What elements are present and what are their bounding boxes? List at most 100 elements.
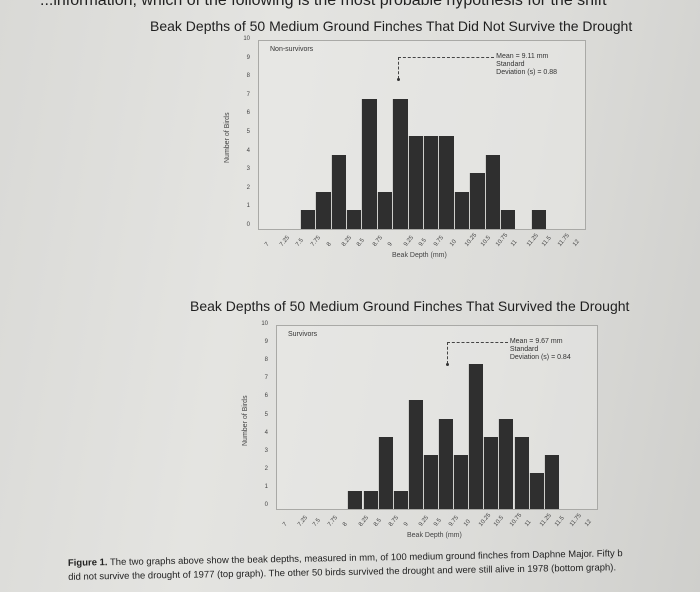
x-tick-label: 7.25 xyxy=(279,235,292,248)
histogram-bar xyxy=(453,454,469,509)
y-tick-label: 4 xyxy=(264,429,268,436)
y-tick-label: 1 xyxy=(246,203,250,210)
histogram-bar xyxy=(543,454,559,509)
histogram-bar xyxy=(407,136,423,229)
histogram-bar xyxy=(528,472,544,509)
y-tick-label: 3 xyxy=(246,166,250,173)
x-tick-label: 10 xyxy=(463,518,473,528)
histogram-bar xyxy=(438,418,454,509)
x-tick-label: 7.5 xyxy=(294,237,305,248)
x-tick-label: 8.25 xyxy=(341,235,354,248)
y-tick-label: 2 xyxy=(246,184,250,191)
histogram-bar xyxy=(376,191,393,229)
stats-line: Standard xyxy=(509,346,539,353)
x-tick-label: 7.75 xyxy=(310,235,323,248)
y-tick-label: 0 xyxy=(264,502,268,508)
question-text: ...information, which of the following i… xyxy=(40,0,607,9)
histogram-bar xyxy=(423,136,439,229)
x-axis-label: Beak Depth (mm) xyxy=(407,532,462,539)
x-tick-label: 9.5 xyxy=(433,517,443,528)
x-tick-label: 9.25 xyxy=(417,515,430,528)
y-tick-label: 6 xyxy=(264,393,268,400)
x-tick-label: 11.25 xyxy=(525,232,540,248)
x-tick-label: 11 xyxy=(523,519,533,528)
x-tick-label: 10.25 xyxy=(478,512,493,528)
y-tick-label: 3 xyxy=(264,447,268,454)
histogram-bar xyxy=(468,364,484,509)
y-tick-label: 1 xyxy=(264,483,268,490)
caption-label: Figure 1. xyxy=(67,557,108,569)
histogram-bar xyxy=(500,210,516,229)
x-tick-label: 7.75 xyxy=(327,515,340,528)
histogram-bar xyxy=(438,136,454,229)
x-tick-label: 8.25 xyxy=(357,515,370,528)
y-tick-label: 2 xyxy=(264,465,268,472)
histogram-bar xyxy=(453,191,470,229)
histogram-bar xyxy=(346,210,362,229)
histogram-bar xyxy=(299,210,316,229)
y-tick-label: 10 xyxy=(243,36,250,42)
histogram-bar xyxy=(530,210,547,229)
plot-area xyxy=(276,325,598,510)
x-tick-label: 9.5 xyxy=(418,237,428,248)
chart-title-non-survivors: Beak Depths of 50 Medium Ground Finches … xyxy=(150,18,633,34)
histogram-bar xyxy=(392,98,408,229)
y-tick-label: 8 xyxy=(264,357,268,364)
y-tick-label: 9 xyxy=(264,339,268,346)
x-tick-label: 10 xyxy=(448,238,458,248)
x-tick-label: 11 xyxy=(510,239,519,248)
x-tick-label: 8.5 xyxy=(356,237,367,248)
x-tick-label: 8 xyxy=(342,521,350,528)
histogram-bar xyxy=(407,400,423,509)
x-tick-label: 7.5 xyxy=(312,517,323,528)
x-tick-label: 10.75 xyxy=(508,512,523,528)
y-tick-label: 6 xyxy=(246,110,250,117)
mean-indicator-line xyxy=(397,57,399,79)
histogram-survivors: 0 1 2 3 4 5 6 7 8 9 10 Number of Birds 7 7.25 7.5 7.75 8… xyxy=(242,321,598,539)
y-tick-label: 5 xyxy=(264,411,268,418)
x-tick-label: 7 xyxy=(282,521,289,528)
histogram-bar xyxy=(392,490,408,509)
x-tick-label: 10.25 xyxy=(464,232,479,248)
y-tick-label: 5 xyxy=(246,129,250,135)
histogram-bar xyxy=(513,436,529,509)
histogram-bar xyxy=(422,454,438,509)
histogram-non-survivors: 0 1 2 3 4 5 6 7 8 9 10 Number of Birds 7 7.25 7.5 7.75 8… xyxy=(224,36,586,259)
mean-indicator-line xyxy=(397,57,495,58)
histogram-bar xyxy=(330,154,346,229)
histogram-bar xyxy=(362,490,378,509)
stats-line: Mean = 9.67 mm xyxy=(509,338,563,345)
histogram-bar xyxy=(377,436,393,509)
x-tick-label: 11.75 xyxy=(556,232,571,248)
x-tick-label: 12 xyxy=(584,518,593,528)
y-axis-label: Number of Birds xyxy=(224,112,231,163)
x-tick-label: 10.5 xyxy=(479,235,492,248)
x-tick-label: 11.25 xyxy=(538,512,553,528)
x-tick-label: 10.75 xyxy=(495,232,510,248)
histogram-bar xyxy=(361,98,377,229)
y-tick-label: 10 xyxy=(261,321,268,327)
histogram-bar xyxy=(484,154,500,229)
series-label: Survivors xyxy=(288,331,318,338)
x-tick-label: 11.5 xyxy=(541,235,554,248)
y-tick-label: 8 xyxy=(246,73,250,80)
x-tick-label: 12 xyxy=(572,238,581,248)
stats-line: Deviation (s) = 0.88 xyxy=(496,69,558,76)
x-tick-label: 8.75 xyxy=(371,235,384,248)
stats-annotation: Mean = 9.11 mm Standard Deviation (s) = 0.… xyxy=(496,53,557,77)
mean-marker xyxy=(446,363,450,366)
plot-area xyxy=(258,40,586,230)
y-tick-label: 0 xyxy=(246,222,250,228)
y-axis-label: Number of Birds xyxy=(242,394,249,446)
stats-line: Mean = 9.11 mm xyxy=(496,53,549,60)
x-tick-label: 10.5 xyxy=(493,515,506,528)
histogram-bar xyxy=(315,191,331,229)
stats-annotation: Mean = 9.67 mm Standard Deviation (s) = 0.… xyxy=(510,338,571,362)
histogram-bar xyxy=(469,173,485,229)
x-tick-label: 11.5 xyxy=(553,515,566,528)
stats-line: Standard xyxy=(496,61,525,68)
histogram-bar xyxy=(347,490,363,509)
x-tick-label: 8.5 xyxy=(372,517,383,528)
x-axis-label: Beak Depth (mm) xyxy=(392,252,447,259)
x-tick-label: 9 xyxy=(402,521,410,528)
